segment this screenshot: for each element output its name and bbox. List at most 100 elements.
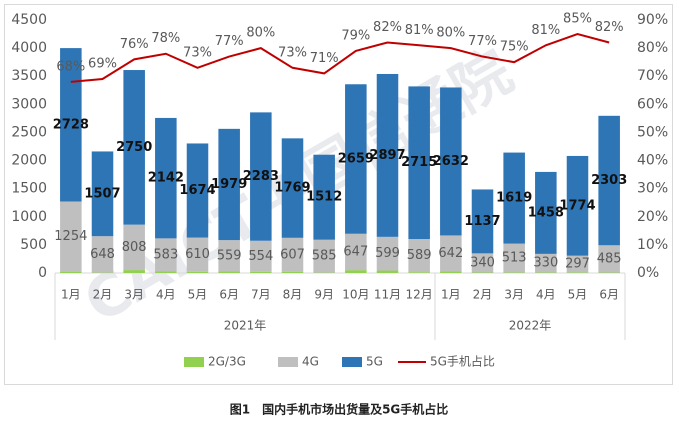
line-label: 69% <box>88 57 117 72</box>
bar-segment <box>282 272 304 273</box>
data-label: 340 <box>470 255 495 270</box>
data-label: 607 <box>280 247 305 262</box>
y2-tick-label: 60% <box>637 96 668 112</box>
line-label: 75% <box>500 40 529 55</box>
x-tick-label: 4月 <box>156 288 176 302</box>
x-tick-label: 3月 <box>504 288 524 302</box>
data-label: 554 <box>248 249 273 264</box>
bar-segment <box>535 272 557 273</box>
bar-segment <box>440 272 462 273</box>
x-tick-label: 8月 <box>283 288 303 302</box>
line-label: 73% <box>183 45 212 60</box>
y-tick-label: 0 <box>38 265 47 281</box>
data-label: 1512 <box>306 190 342 205</box>
bar-segment <box>377 271 399 273</box>
y2-tick-label: 90% <box>637 12 668 28</box>
legend-swatch <box>278 357 298 367</box>
y-tick-label: 4500 <box>11 12 47 28</box>
x-tick-label: 1月 <box>441 288 461 302</box>
bar-segment <box>187 272 209 273</box>
x-tick-label: 5月 <box>188 288 208 302</box>
group-label: 2022年 <box>509 319 552 333</box>
bar-segment <box>345 270 367 273</box>
line-label: 80% <box>246 26 275 41</box>
line-label: 82% <box>595 20 624 35</box>
line-label: 68% <box>56 59 85 74</box>
y2-tick-label: 40% <box>637 153 668 169</box>
data-label: 485 <box>597 251 622 266</box>
line-label: 77% <box>215 34 244 49</box>
legend-label: 2G/3G <box>208 355 246 369</box>
bar-segment <box>155 271 177 273</box>
bar-segment <box>503 272 525 273</box>
line-label: 71% <box>310 51 339 66</box>
data-label: 648 <box>90 247 115 262</box>
x-tick-label: 12月 <box>406 288 433 302</box>
caption: 图1 国内手机市场出货量及5G手机占比 <box>230 402 449 417</box>
line-label: 77% <box>468 34 497 49</box>
line-label: 78% <box>151 31 180 46</box>
data-label: 2632 <box>433 154 469 169</box>
legend-swatch <box>342 357 362 367</box>
data-label: 1774 <box>559 198 595 213</box>
line-label: 79% <box>341 28 370 43</box>
data-label: 610 <box>185 247 210 262</box>
bar-segment <box>60 272 82 273</box>
bar-segment <box>218 272 240 273</box>
line-label: 81% <box>531 23 560 38</box>
x-tick-label: 6月 <box>219 288 239 302</box>
x-tick-label: 9月 <box>314 288 334 302</box>
y-tick-label: 1000 <box>11 209 47 225</box>
y2-tick-label: 80% <box>637 40 668 56</box>
data-label: 647 <box>343 244 368 259</box>
y2-tick-label: 0% <box>637 265 659 281</box>
data-label: 1619 <box>496 191 532 206</box>
bar-segment <box>408 272 430 273</box>
data-label: 513 <box>502 251 527 266</box>
x-tick-label: 3月 <box>124 288 144 302</box>
y-tick-label: 3500 <box>11 68 47 84</box>
y2-tick-label: 20% <box>637 209 668 225</box>
x-tick-label: 2月 <box>93 288 113 302</box>
y2-tick-label: 70% <box>637 68 668 84</box>
data-label: 585 <box>312 249 337 264</box>
line-label: 82% <box>373 20 402 35</box>
data-label: 1254 <box>54 229 87 244</box>
data-label: 2303 <box>591 173 627 188</box>
data-label: 642 <box>438 246 463 261</box>
legend-label: 5G手机占比 <box>430 354 495 369</box>
x-tick-label: 5月 <box>568 288 588 302</box>
data-label: 1137 <box>464 214 500 229</box>
line-label: 81% <box>405 23 434 38</box>
x-tick-label: 2月 <box>473 288 493 302</box>
y2-tick-label: 30% <box>637 181 668 197</box>
x-tick-label: 4月 <box>536 288 556 302</box>
x-tick-label: 7月 <box>251 288 271 302</box>
data-label: 297 <box>565 257 590 272</box>
data-label: 559 <box>217 248 242 263</box>
data-label: 583 <box>153 247 178 262</box>
data-label: 2728 <box>53 117 89 132</box>
legend-swatch <box>184 357 204 367</box>
y-tick-label: 3000 <box>11 96 47 112</box>
data-label: 599 <box>375 246 400 261</box>
data-label: 330 <box>533 256 558 271</box>
legend-label: 4G <box>302 355 319 369</box>
y-tick-label: 2000 <box>11 153 47 169</box>
y-tick-label: 4000 <box>11 40 47 56</box>
y2-tick-label: 10% <box>637 237 668 253</box>
x-tick-label: 1月 <box>61 288 81 302</box>
legend-label: 5G <box>366 355 383 369</box>
y-tick-label: 2500 <box>11 124 47 140</box>
data-label: 2750 <box>116 140 152 155</box>
y-tick-label: 1500 <box>11 181 47 197</box>
bar-segment <box>250 272 272 273</box>
x-tick-label: 11月 <box>374 288 401 302</box>
bar-segment <box>567 272 589 273</box>
bar-segment <box>123 270 145 273</box>
group-label: 2021年 <box>224 319 267 333</box>
line-label: 73% <box>278 45 307 60</box>
line-label: 85% <box>563 12 592 27</box>
y2-tick-label: 50% <box>637 124 668 140</box>
bar-segment <box>472 272 494 273</box>
